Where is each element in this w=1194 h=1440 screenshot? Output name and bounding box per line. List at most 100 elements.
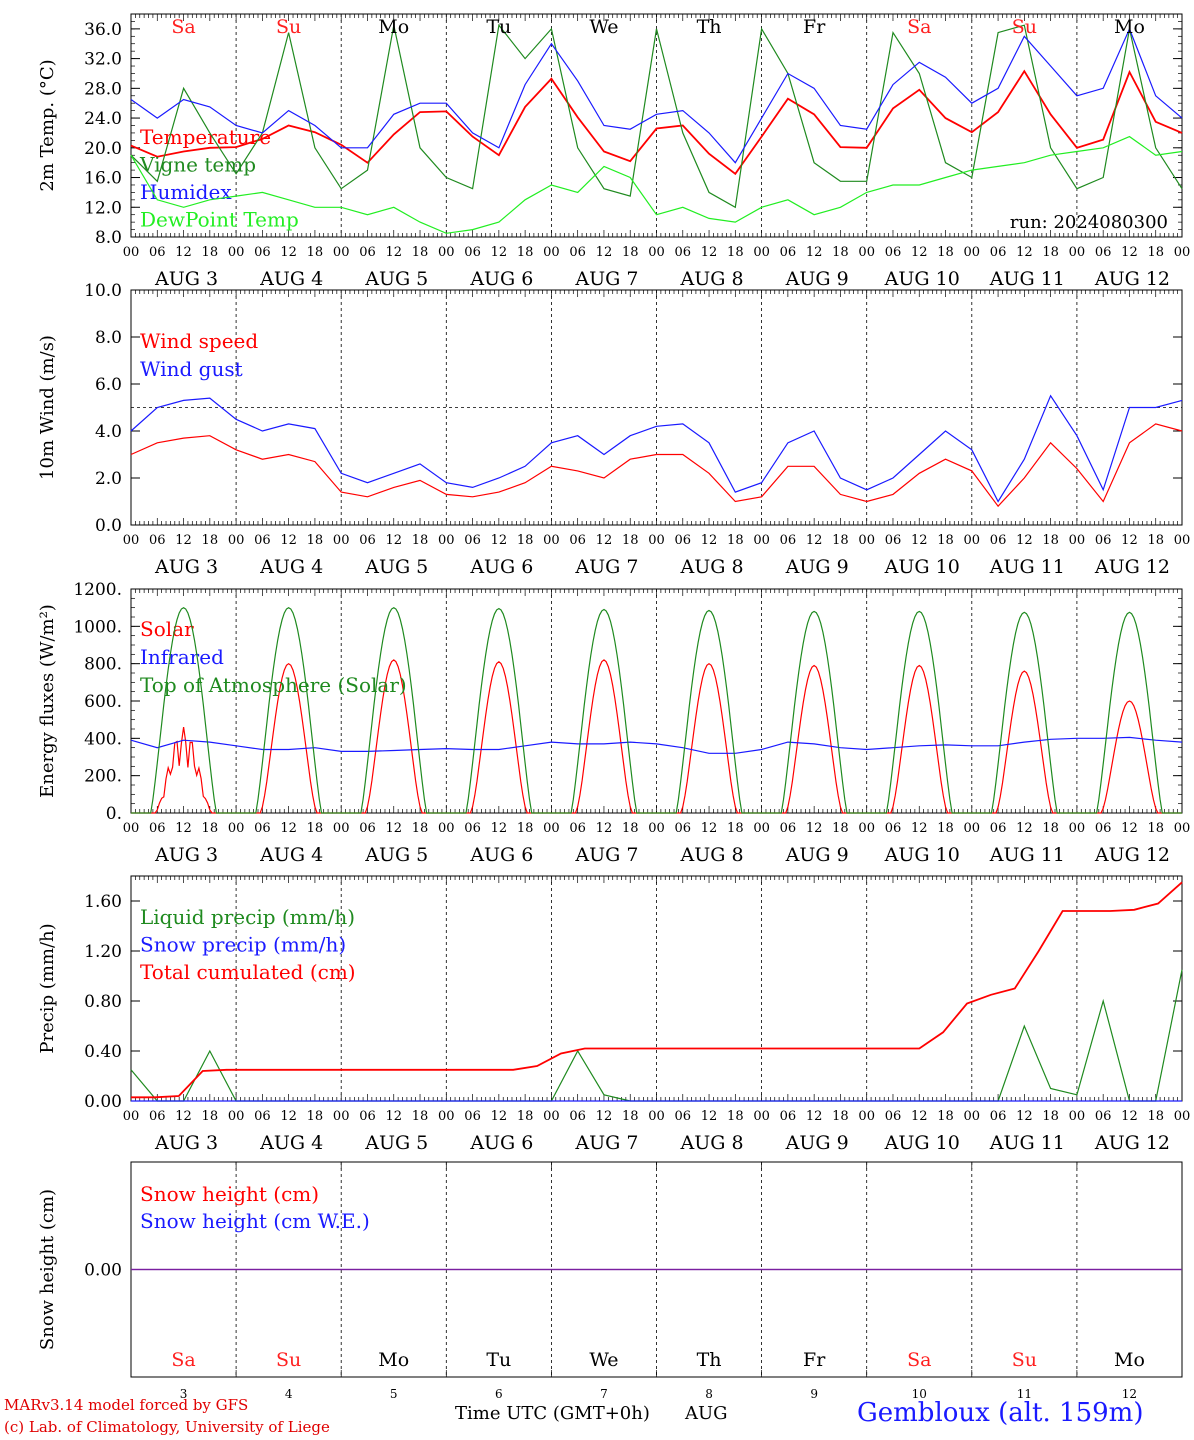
hour-tick-label: 00 bbox=[1174, 533, 1191, 548]
hour-tick-label: 00 bbox=[123, 821, 140, 836]
run-label: run: 2024080300 bbox=[1010, 212, 1168, 233]
hour-tick-label: 06 bbox=[675, 1109, 692, 1124]
hour-tick-label: 18 bbox=[412, 245, 429, 260]
hour-tick-label: 06 bbox=[675, 245, 692, 260]
hour-tick-label: 06 bbox=[885, 533, 902, 548]
date-label: AUG 10 bbox=[884, 1132, 960, 1154]
weekday-label: Su bbox=[1012, 1349, 1037, 1371]
weekday-label: Mo bbox=[378, 1349, 409, 1371]
hour-tick-label: 00 bbox=[228, 1109, 245, 1124]
y-tick-label: 1.20 bbox=[84, 942, 122, 962]
hour-tick-label: 00 bbox=[648, 245, 665, 260]
legend-top-of-atmosphere-solar-: Top of Atmosphere (Solar) bbox=[140, 673, 407, 697]
hour-tick-label: 18 bbox=[1042, 245, 1059, 260]
hour-tick-label: 12 bbox=[596, 821, 613, 836]
hour-tick-label: 18 bbox=[1147, 245, 1164, 260]
hour-tick-label: 06 bbox=[464, 245, 481, 260]
weekday-label: We bbox=[589, 16, 618, 38]
hour-tick-label: 06 bbox=[1095, 1109, 1112, 1124]
date-label: AUG 4 bbox=[259, 1132, 323, 1154]
date-label: AUG 10 bbox=[884, 844, 960, 866]
y-tick-label: 2.0 bbox=[95, 469, 122, 489]
date-label: AUG 11 bbox=[989, 1132, 1065, 1154]
hour-tick-label: 06 bbox=[359, 1109, 376, 1124]
hour-tick-label: 06 bbox=[885, 821, 902, 836]
hour-tick-label: 18 bbox=[937, 533, 954, 548]
hour-tick-label: 00 bbox=[858, 821, 875, 836]
date-label: AUG 6 bbox=[469, 844, 533, 866]
panel-3: 0. 200. 400. 600. 800. 1000. 1200. Energy fluxe… bbox=[37, 580, 1190, 866]
hour-tick-label: 00 bbox=[753, 821, 770, 836]
hour-tick-label: 18 bbox=[937, 245, 954, 260]
hour-tick-label: 12 bbox=[491, 533, 508, 548]
day-number-label: 9 bbox=[810, 1387, 818, 1401]
hour-tick-label: 06 bbox=[885, 245, 902, 260]
series-line-temperature bbox=[130, 69, 1183, 176]
day-number-label: 6 bbox=[495, 1387, 503, 1401]
y-tick-label: 0.00 bbox=[84, 1261, 122, 1281]
hour-tick-label: 18 bbox=[517, 821, 534, 836]
weekday-label: Mo bbox=[378, 16, 409, 38]
hour-tick-label: 06 bbox=[780, 533, 797, 548]
panel-1: 8.0 12.0 16.0 20.0 24.0 28.0 32.0 36.0 2m Temp. … bbox=[37, 13, 1191, 290]
hour-tick-label: 12 bbox=[385, 533, 402, 548]
hour-tick-label: 00 bbox=[964, 245, 981, 260]
date-label: AUG 12 bbox=[1094, 556, 1170, 578]
legend-vigne-temp: Vigne temp bbox=[139, 153, 256, 177]
y-tick-label: 1200. bbox=[73, 580, 122, 600]
legend-liquid-precip-mm-h-: Liquid precip (mm/h) bbox=[140, 905, 355, 929]
hour-tick-label: 00 bbox=[1174, 245, 1191, 260]
hour-tick-label: 00 bbox=[123, 533, 140, 548]
hour-tick-label: 18 bbox=[622, 533, 639, 548]
date-label: AUG 5 bbox=[364, 1132, 428, 1154]
hour-tick-label: 06 bbox=[1095, 533, 1112, 548]
panel-5: 0.00 Snow height (cm) Snow height (cm) Snow… bbox=[37, 1161, 1183, 1401]
date-label: AUG 6 bbox=[469, 268, 533, 290]
hour-tick-label: 18 bbox=[1042, 533, 1059, 548]
hour-tick-label: 18 bbox=[1147, 1109, 1164, 1124]
hour-tick-label: 06 bbox=[569, 533, 586, 548]
hour-tick-label: 06 bbox=[990, 245, 1007, 260]
date-label: AUG 9 bbox=[785, 1132, 849, 1154]
panel-4: 0.00 0.40 0.80 1.20 1.60 Precip (mm/h) Liquid … bbox=[37, 875, 1190, 1154]
hour-tick-label: 18 bbox=[727, 821, 744, 836]
date-label: AUG 12 bbox=[1094, 844, 1170, 866]
date-label: AUG 7 bbox=[574, 844, 638, 866]
hour-tick-label: 06 bbox=[569, 245, 586, 260]
hour-tick-label: 12 bbox=[385, 245, 402, 260]
hour-tick-label: 18 bbox=[832, 821, 849, 836]
hour-tick-label: 18 bbox=[307, 533, 324, 548]
y-tick-label: 400. bbox=[84, 729, 122, 749]
weekday-label: Th bbox=[697, 1349, 722, 1371]
date-label: AUG 8 bbox=[680, 844, 744, 866]
hour-tick-label: 06 bbox=[464, 821, 481, 836]
date-label: AUG 3 bbox=[154, 268, 218, 290]
hour-tick-label: 00 bbox=[1174, 821, 1191, 836]
y-tick-label: 0.00 bbox=[84, 1092, 122, 1112]
hour-tick-label: 00 bbox=[543, 245, 560, 260]
date-label: AUG 4 bbox=[259, 844, 323, 866]
hour-tick-label: 06 bbox=[149, 245, 166, 260]
hour-tick-label: 12 bbox=[175, 821, 192, 836]
date-label: AUG 9 bbox=[785, 268, 849, 290]
weekday-label: Sa bbox=[171, 1349, 195, 1371]
date-label: AUG 10 bbox=[884, 268, 960, 290]
y-tick-label: 8.0 bbox=[95, 228, 122, 248]
series-line-wind-gust bbox=[130, 394, 1183, 503]
hour-tick-label: 06 bbox=[569, 821, 586, 836]
weekday-label: Su bbox=[1012, 16, 1037, 38]
hour-tick-label: 18 bbox=[307, 821, 324, 836]
day-number-label: 10 bbox=[912, 1387, 927, 1401]
weekday-label: Fr bbox=[803, 16, 826, 38]
hour-tick-label: 00 bbox=[753, 1109, 770, 1124]
y-tick-label: 32.0 bbox=[84, 50, 122, 70]
y-tick-label: 800. bbox=[84, 655, 122, 675]
hour-tick-label: 00 bbox=[753, 245, 770, 260]
hour-tick-label: 18 bbox=[622, 1109, 639, 1124]
hour-tick-label: 12 bbox=[596, 533, 613, 548]
hour-tick-label: 18 bbox=[412, 1109, 429, 1124]
day-number-label: 12 bbox=[1122, 1387, 1137, 1401]
hour-tick-label: 12 bbox=[701, 245, 718, 260]
hour-tick-label: 18 bbox=[307, 245, 324, 260]
